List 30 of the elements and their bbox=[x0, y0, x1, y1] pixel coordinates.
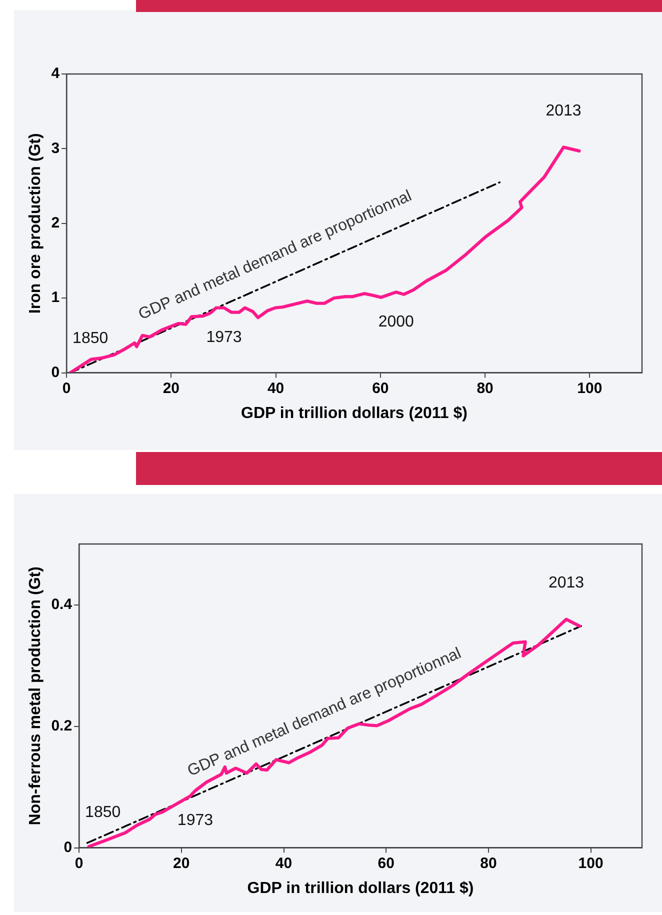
annotation: 1973 bbox=[206, 329, 242, 346]
annotation: 2013 bbox=[546, 102, 582, 120]
x-tick-label: 40 bbox=[275, 854, 292, 872]
x-tick-label: 80 bbox=[480, 854, 497, 872]
x-tick-label: 0 bbox=[74, 854, 84, 872]
x-axis-title: GDP in trillion dollars (2011 $) bbox=[247, 880, 474, 897]
x-tick-label: 20 bbox=[162, 380, 180, 397]
x-tick-label: 20 bbox=[173, 854, 190, 872]
x-tick-label: 100 bbox=[578, 854, 604, 872]
annotation: 1850 bbox=[85, 804, 121, 821]
y-tick-label: 0.2 bbox=[51, 717, 72, 734]
y-tick-label: 0 bbox=[64, 838, 72, 856]
x-axis-title: GDP in trillion dollars (2011 $) bbox=[241, 404, 468, 422]
y-tick-label: 2 bbox=[51, 214, 60, 232]
x-tick-label: 40 bbox=[267, 380, 284, 397]
annotation: 2013 bbox=[548, 574, 584, 592]
y-tick-label: 1 bbox=[51, 289, 60, 306]
annotation: 1973 bbox=[177, 812, 214, 830]
x-tick-label: 60 bbox=[372, 380, 389, 397]
x-tick-label: 80 bbox=[476, 380, 494, 397]
y-tick-label: 0.4 bbox=[51, 596, 73, 613]
y-tick-label: 4 bbox=[51, 65, 60, 82]
x-tick-label: 100 bbox=[577, 380, 602, 397]
y-axis-title: Non-ferrous metal production (Gt) bbox=[27, 566, 44, 826]
y-tick-label: 3 bbox=[51, 140, 60, 157]
x-tick-label: 60 bbox=[378, 854, 394, 872]
y-tick-label: 0 bbox=[51, 364, 60, 381]
annotation: 2000 bbox=[378, 314, 414, 331]
y-axis-title: Iron ore production (Gt) bbox=[27, 133, 44, 314]
annotation: 1850 bbox=[72, 330, 108, 348]
